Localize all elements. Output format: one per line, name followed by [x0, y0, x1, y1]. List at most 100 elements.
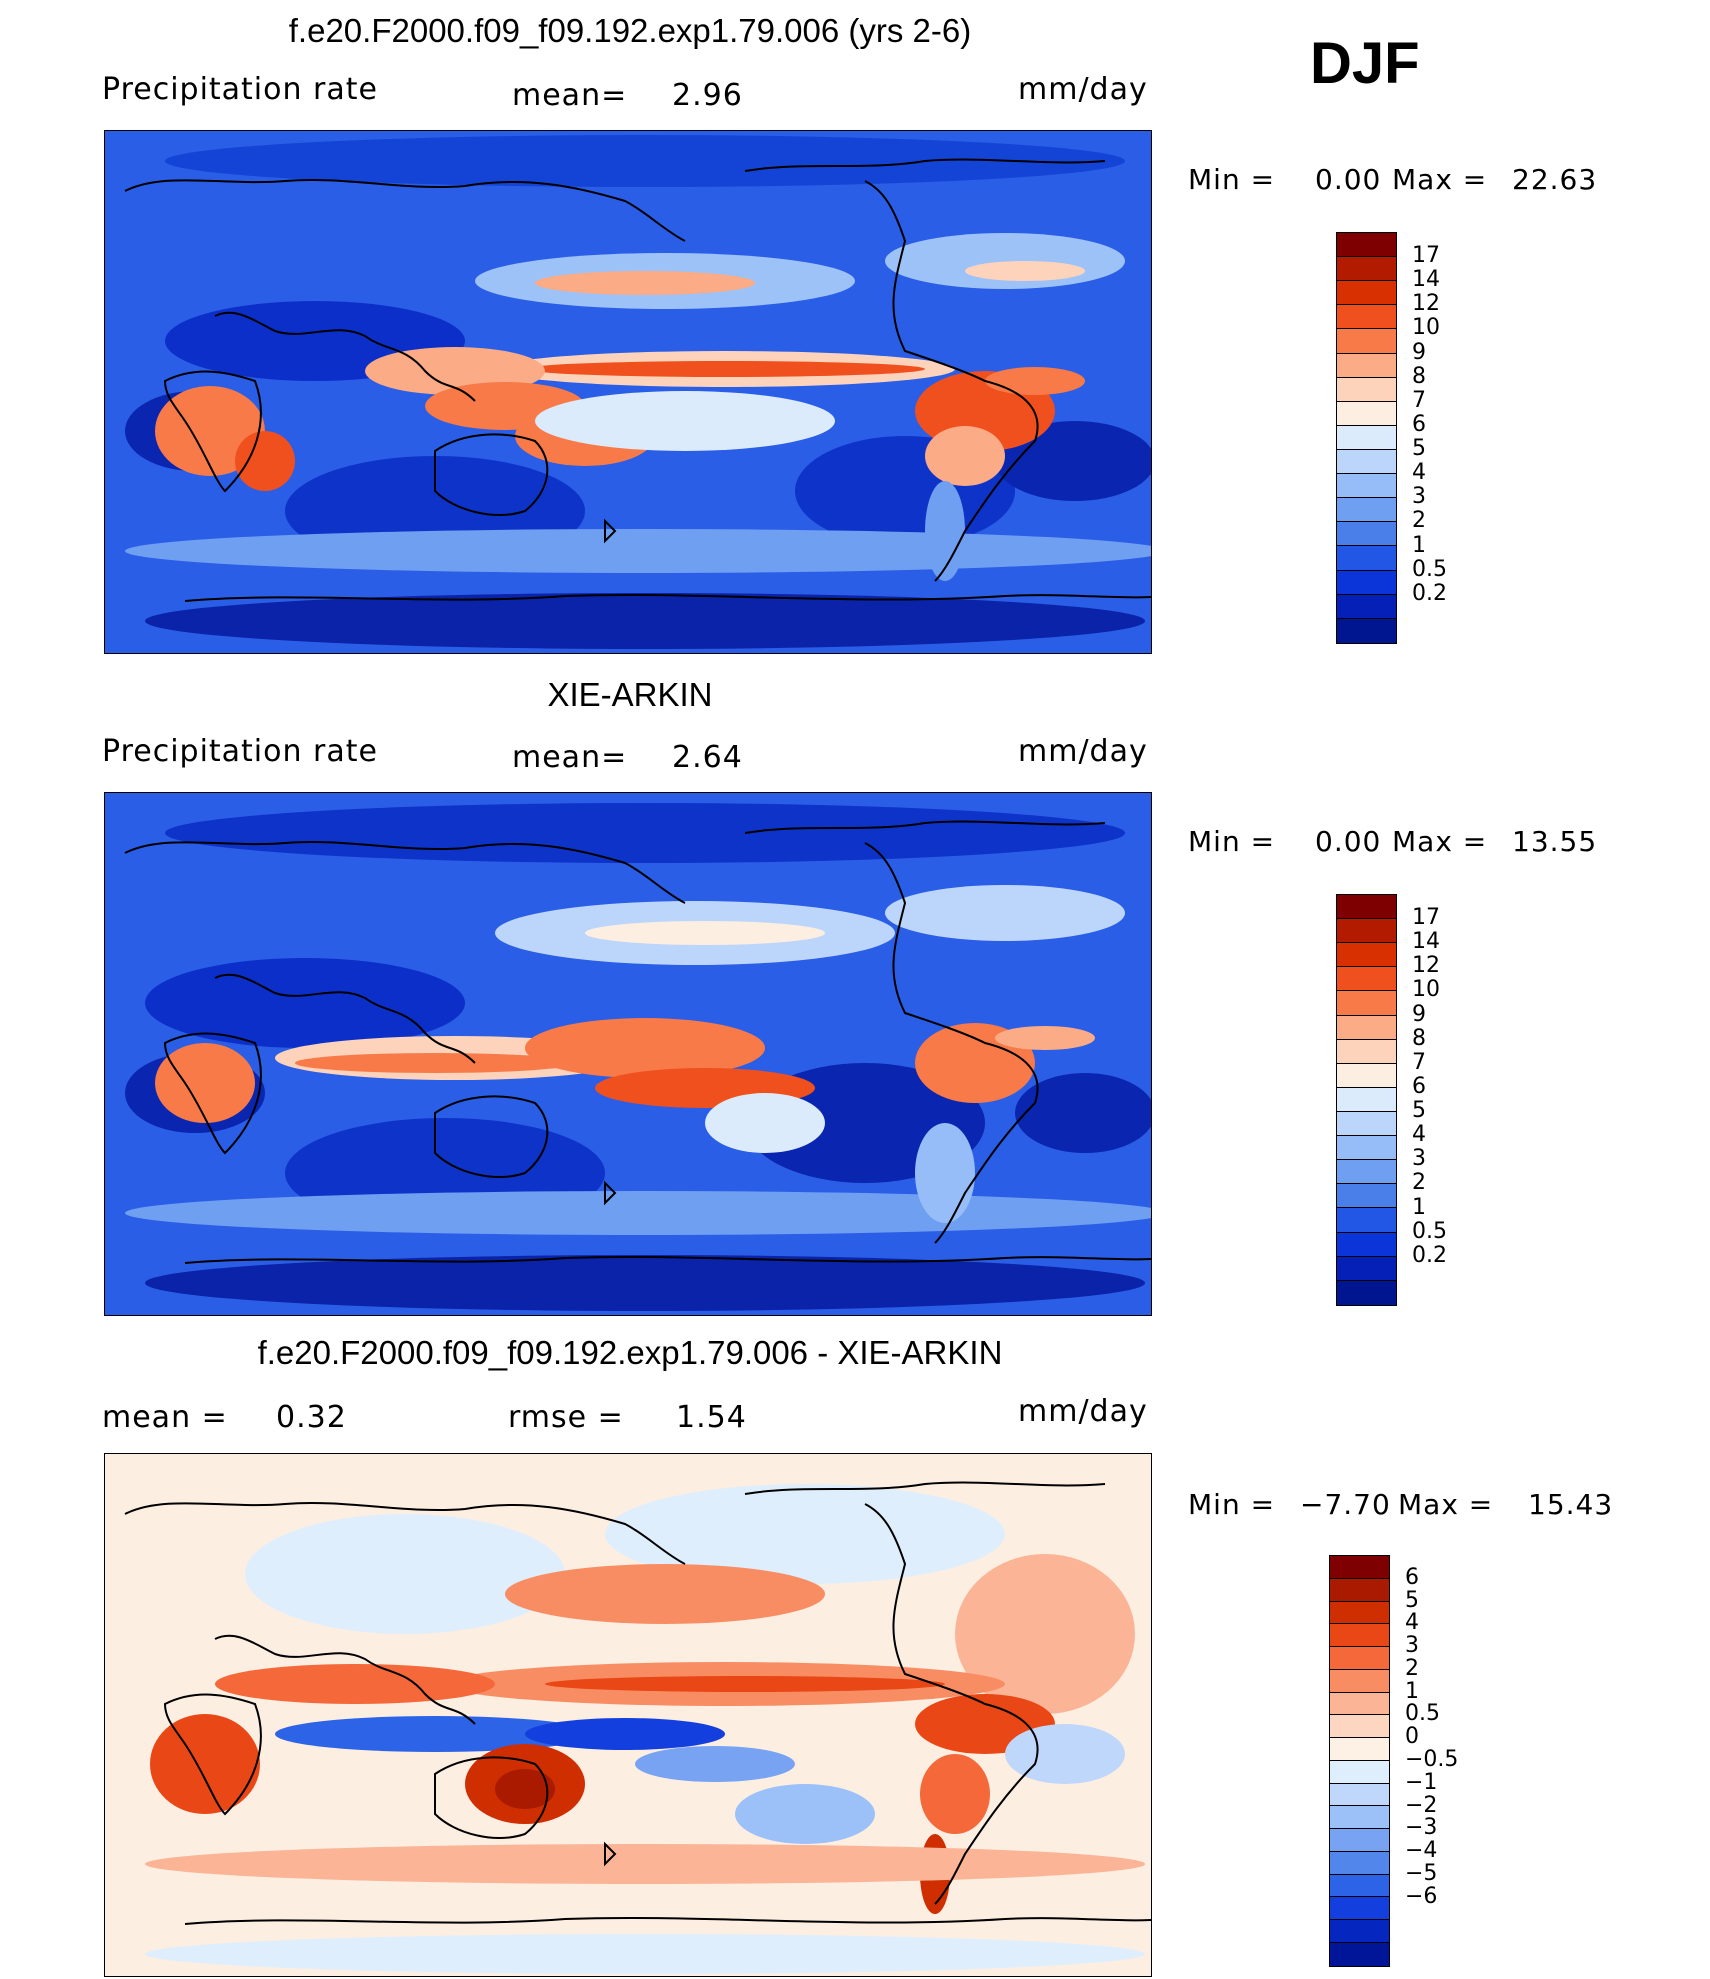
colorbar-swatch	[1337, 594, 1396, 619]
colorbar-swatch	[1330, 1624, 1389, 1648]
colorbar-tick-label: 3	[1412, 484, 1426, 510]
colorbar-swatch	[1337, 353, 1396, 378]
colorbar-swatch	[1337, 919, 1396, 944]
colorbar-tick-label: −6	[1405, 1883, 1438, 1909]
panel-1-max-label: Max =	[1392, 825, 1488, 858]
colorbar-swatch	[1337, 281, 1396, 306]
colorbar-swatch	[1337, 570, 1396, 595]
colorbar-swatch	[1337, 1111, 1396, 1137]
colorbar-tick-label: 9	[1412, 1001, 1426, 1027]
panel-0-map	[104, 130, 1152, 654]
colorbar-swatch	[1337, 967, 1396, 992]
panel-2-colorbar	[1329, 1555, 1390, 1967]
colorbar-swatch	[1330, 1943, 1389, 1966]
panel-0-colorbar	[1336, 232, 1397, 644]
panel-2-min-value: −7.70	[1300, 1488, 1391, 1521]
colorbar-tick-label: −1	[1405, 1769, 1438, 1795]
panel-0-title: f.e20.F2000.f09_f09.192.exp1.79.006 (yrs…	[288, 12, 972, 49]
colorbar-swatch	[1337, 895, 1396, 920]
colorbar-swatch	[1337, 618, 1396, 643]
colorbar-swatch	[1330, 1715, 1389, 1739]
colorbar-swatch	[1337, 1280, 1396, 1305]
colorbar-swatch	[1337, 1015, 1396, 1040]
colorbar-tick-label: 9	[1412, 339, 1426, 365]
colorbar-swatch	[1330, 1920, 1389, 1944]
colorbar-tick-label: 4	[1412, 460, 1426, 486]
panel-1-mean-value: 2.64	[672, 740, 743, 775]
colorbar-swatch	[1337, 474, 1396, 499]
colorbar-swatch	[1337, 498, 1396, 523]
colorbar-swatch	[1330, 1556, 1389, 1579]
colorbar-tick-label: 7	[1412, 387, 1426, 413]
colorbar-swatch	[1337, 401, 1396, 426]
panel-2-map-graphic	[105, 1454, 1151, 1976]
colorbar-tick-label: 0.2	[1412, 1242, 1447, 1268]
colorbar-tick-label: 14	[1412, 267, 1440, 293]
colorbar-swatch	[1337, 1087, 1396, 1112]
colorbar-swatch	[1330, 1647, 1389, 1670]
colorbar-swatch	[1337, 1256, 1396, 1281]
panel-2-max-label: Max =	[1398, 1488, 1494, 1521]
colorbar-tick-label: 8	[1412, 1025, 1426, 1051]
colorbar-tick-label: 2	[1405, 1655, 1419, 1681]
colorbar-tick-label: 6	[1412, 411, 1426, 437]
panel-1-units: mm/day	[1018, 734, 1148, 769]
colorbar-swatch	[1337, 1232, 1396, 1257]
colorbar-swatch	[1337, 1136, 1396, 1161]
colorbar-swatch	[1337, 377, 1396, 402]
colorbar-swatch	[1337, 425, 1396, 450]
panel-1-min-value: 0.00	[1315, 825, 1382, 858]
colorbar-tick-label: 17	[1412, 243, 1440, 269]
colorbar-swatch	[1337, 305, 1396, 330]
colorbar-tick-label: 10	[1412, 315, 1440, 341]
colorbar-swatch	[1337, 1063, 1396, 1088]
colorbar-tick-label: 17	[1412, 905, 1440, 931]
colorbar-tick-label: 4	[1405, 1610, 1419, 1636]
panel-1-map	[104, 792, 1152, 1316]
colorbar-tick-label: 5	[1405, 1587, 1419, 1613]
panel-2-max-value: 15.43	[1528, 1488, 1614, 1521]
season-label: DJF	[1310, 31, 1420, 96]
colorbar-swatch	[1337, 257, 1396, 282]
panel-1-map-graphic	[105, 793, 1151, 1315]
panel-0-max-label: Max =	[1392, 163, 1488, 196]
colorbar-tick-label: 5	[1412, 436, 1426, 462]
colorbar-tick-label: 2	[1412, 1170, 1426, 1196]
colorbar-tick-label: −4	[1405, 1838, 1438, 1864]
colorbar-swatch	[1337, 233, 1396, 258]
panel-0-max-value: 22.63	[1512, 163, 1598, 196]
colorbar-tick-label: 4	[1412, 1122, 1426, 1148]
colorbar-tick-label: 8	[1412, 363, 1426, 389]
colorbar-swatch	[1337, 449, 1396, 475]
colorbar-tick-label: 6	[1405, 1564, 1419, 1590]
colorbar-swatch	[1337, 1208, 1396, 1233]
colorbar-swatch	[1330, 1738, 1389, 1761]
colorbar-tick-label: −3	[1405, 1815, 1438, 1841]
panel-1-min-label: Min =	[1188, 825, 1276, 858]
colorbar-tick-label: −0.5	[1405, 1747, 1459, 1772]
colorbar-swatch	[1337, 991, 1396, 1016]
colorbar-tick-label: 0.2	[1412, 580, 1447, 606]
colorbar-tick-label: 12	[1412, 291, 1440, 317]
colorbar-tick-label: −5	[1405, 1860, 1438, 1886]
panel-2-rmse-value: 1.54	[676, 1400, 747, 1435]
colorbar-swatch	[1337, 329, 1396, 354]
panel-1-max-value: 13.55	[1512, 825, 1598, 858]
colorbar-tick-label: 2	[1412, 508, 1426, 534]
colorbar-tick-label: 7	[1412, 1049, 1426, 1075]
panel-2-title: f.e20.F2000.f09_f09.192.exp1.79.006 - XI…	[257, 1334, 1003, 1371]
panel-1-colorbar	[1336, 894, 1397, 1306]
colorbar-swatch	[1337, 1160, 1396, 1185]
colorbar-swatch	[1330, 1874, 1389, 1898]
panel-2-units: mm/day	[1018, 1394, 1148, 1429]
colorbar-tick-label: 1	[1412, 1194, 1426, 1220]
colorbar-swatch	[1330, 1806, 1389, 1830]
panel-0-min-label: Min =	[1188, 163, 1276, 196]
colorbar-swatch	[1330, 1692, 1389, 1716]
colorbar-swatch	[1330, 1851, 1389, 1875]
panel-0-map-graphic	[105, 131, 1151, 653]
colorbar-tick-label: 6	[1412, 1073, 1426, 1099]
panel-2-min-label: Min =	[1188, 1488, 1276, 1521]
colorbar-tick-label: 12	[1412, 953, 1440, 979]
colorbar-tick-label: 1	[1412, 532, 1426, 558]
